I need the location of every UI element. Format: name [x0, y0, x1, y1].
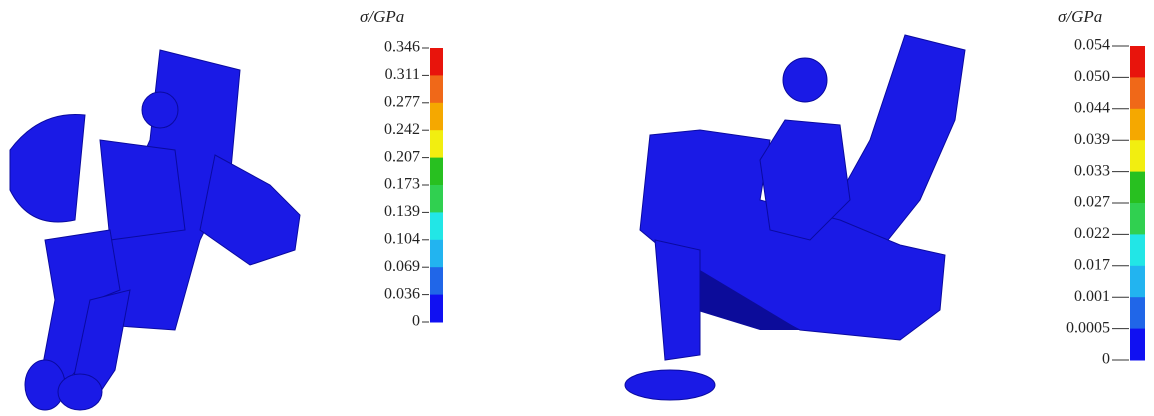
colorbar-band [430, 267, 443, 295]
colorbar-label: 0 [412, 313, 420, 330]
colorbar-band [430, 185, 443, 213]
colorbar-label: 0.173 [384, 176, 420, 193]
colorbar-band [1130, 329, 1145, 361]
colorbar-label: 0.311 [385, 66, 420, 83]
colorbar-label: 0.044 [1074, 99, 1110, 116]
colorbar-label: 0.027 [1074, 194, 1110, 211]
colorbar-band [1130, 77, 1145, 109]
colorbar-label: 0.242 [384, 121, 420, 138]
colorbar-label: 0.039 [1074, 131, 1110, 148]
colorbar-label: 0 [1102, 351, 1110, 368]
colorbar-band [430, 48, 443, 76]
colorbar-label: 0.001 [1074, 288, 1110, 305]
left-model [10, 50, 300, 410]
colorbar-label: 0.017 [1074, 256, 1110, 273]
colorbar-label: 0.036 [384, 285, 420, 302]
colorbar-unit: σ/GPa [1058, 7, 1102, 26]
colorbar-band [430, 212, 443, 240]
colorbar-band [430, 295, 443, 323]
colorbar-label: 0.346 [384, 39, 420, 56]
colorbar-label: 0.069 [384, 258, 420, 275]
figure: σ/GPa 0.346 0.311 0.277 0.242 0.207 0.173 0.139… [0, 0, 1154, 416]
colorbar-label: 0.207 [384, 148, 420, 165]
colorbar-band [1130, 297, 1145, 329]
colorbar-band [430, 75, 443, 103]
colorbar-band [430, 158, 443, 186]
colorbar-label: 0.139 [384, 203, 420, 220]
colorbar-band [1130, 234, 1145, 266]
colorbar-band [1130, 172, 1145, 204]
colorbar-band [1130, 266, 1145, 298]
colorbar-label: 0.0005 [1066, 319, 1110, 336]
colorbar-label: 0.104 [384, 230, 420, 247]
colorbar-label: 0.050 [1074, 68, 1110, 85]
colorbar-unit: σ/GPa [360, 7, 404, 26]
right-model [625, 35, 965, 400]
colorbar-band [430, 103, 443, 131]
colorbar-band [1130, 46, 1145, 78]
colorbar-band [1130, 109, 1145, 141]
colorbar-band [1130, 140, 1145, 172]
colorbar-label: 0.022 [1074, 225, 1110, 242]
colorbar-label: 0.054 [1074, 37, 1110, 54]
colorbar-band [430, 130, 443, 158]
colorbar-band [1130, 203, 1145, 235]
colorbar-label: 0.033 [1074, 162, 1110, 179]
colorbar-label: 0.277 [384, 93, 420, 110]
colorbar-band [430, 240, 443, 268]
